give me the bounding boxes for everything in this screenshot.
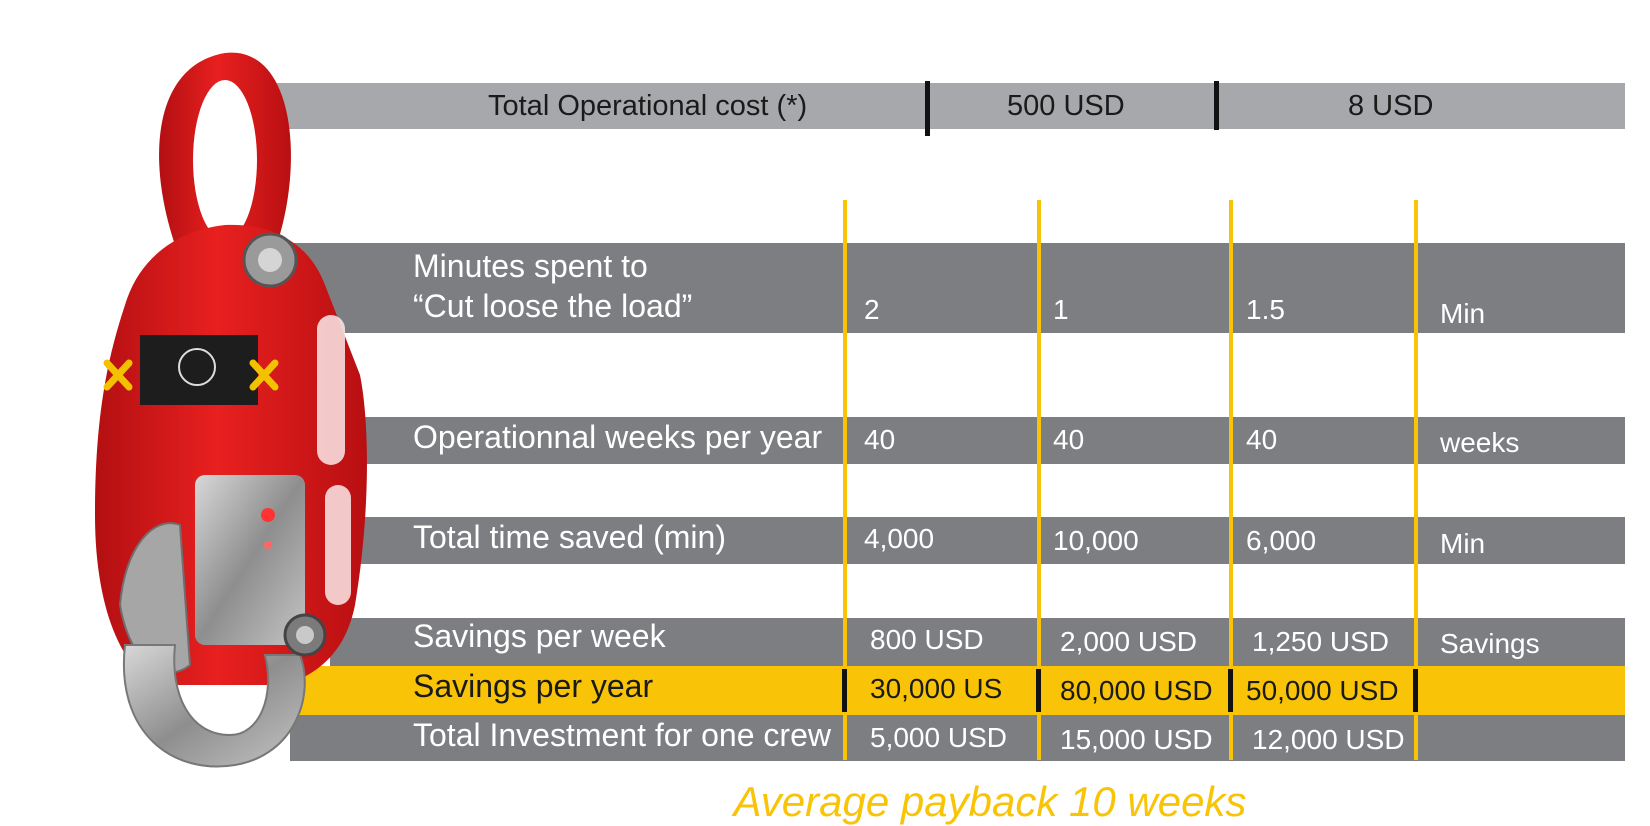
row-minutes-value-2: 1	[1053, 294, 1069, 325]
header-cost-col2: 8 USD	[1348, 90, 1434, 122]
row-minutes-bar	[290, 243, 1625, 333]
row-minutes-value-3: 1.5	[1246, 294, 1285, 325]
row-savings-week-bar	[330, 618, 1625, 666]
row-weeks-bar	[350, 417, 1625, 464]
row-savings-week-value-3: 1,250 USD	[1252, 626, 1389, 657]
column-line-3	[1229, 200, 1233, 760]
row-savings-week-unit: Savings	[1440, 628, 1540, 659]
row-time-saved-label: Total time saved (min)	[413, 519, 726, 555]
row-savings-year-value-1: 30,000 US	[870, 673, 1003, 704]
lifting-hook-image	[95, 52, 367, 768]
row-savings-week-value-2: 2,000 USD	[1060, 626, 1197, 657]
row-savings-week-value-1: 800 USD	[870, 624, 984, 655]
row-time-saved-value-3: 6,000	[1246, 525, 1317, 556]
header-divider-1	[925, 81, 930, 136]
row-time-saved-value-1: 4,000	[864, 523, 935, 554]
row-minutes-label-line2: “Cut loose the load”	[413, 288, 693, 324]
payback-caption: Average payback 10 weeks	[733, 778, 1247, 825]
column-line-2	[1037, 200, 1041, 760]
header-divider-2	[1214, 81, 1219, 130]
row-savings-year-value-2: 80,000 USD	[1060, 675, 1213, 706]
row-weeks-value-3: 40	[1246, 424, 1278, 455]
row-weeks-value-2: 40	[1053, 424, 1085, 455]
row-minutes-label-line1: Minutes spent to	[413, 248, 648, 284]
savings-year-divider-2	[1036, 669, 1041, 712]
row-minutes-unit: Min	[1440, 298, 1486, 329]
column-line-4	[1414, 200, 1418, 760]
savings-year-divider-4	[1413, 669, 1418, 712]
column-line-1	[843, 200, 847, 760]
row-investment-value-3: 12,000 USD	[1252, 724, 1405, 755]
row-time-saved-bar	[350, 517, 1625, 564]
row-investment-value-2: 15,000 USD	[1060, 724, 1213, 755]
row-time-saved-unit: Min	[1440, 528, 1486, 559]
header-bar	[270, 83, 1625, 129]
row-weeks-unit: weeks	[1440, 427, 1520, 458]
savings-year-divider-3	[1228, 669, 1233, 712]
savings-year-divider-1	[842, 669, 847, 712]
row-minutes-value-1: 2	[864, 294, 880, 325]
header-label: Total Operational cost (*)	[488, 90, 808, 122]
row-savings-year-bar	[300, 666, 1625, 715]
row-weeks-value-1: 40	[864, 424, 896, 455]
header-cost-col1: 500 USD	[1007, 90, 1125, 122]
row-time-saved-value-2: 10,000	[1053, 525, 1139, 556]
row-weeks-label: Operationnal weeks per year	[413, 419, 823, 455]
row-investment-bar	[290, 715, 1625, 761]
row-savings-year-value-3: 50,000 USD	[1246, 675, 1399, 706]
row-investment-value-1: 5,000 USD	[870, 722, 1007, 753]
row-savings-week-label: Savings per week	[413, 618, 666, 654]
row-savings-year-label: Savings per year	[413, 668, 654, 704]
row-investment-label: Total Investment for one crew	[413, 717, 831, 753]
